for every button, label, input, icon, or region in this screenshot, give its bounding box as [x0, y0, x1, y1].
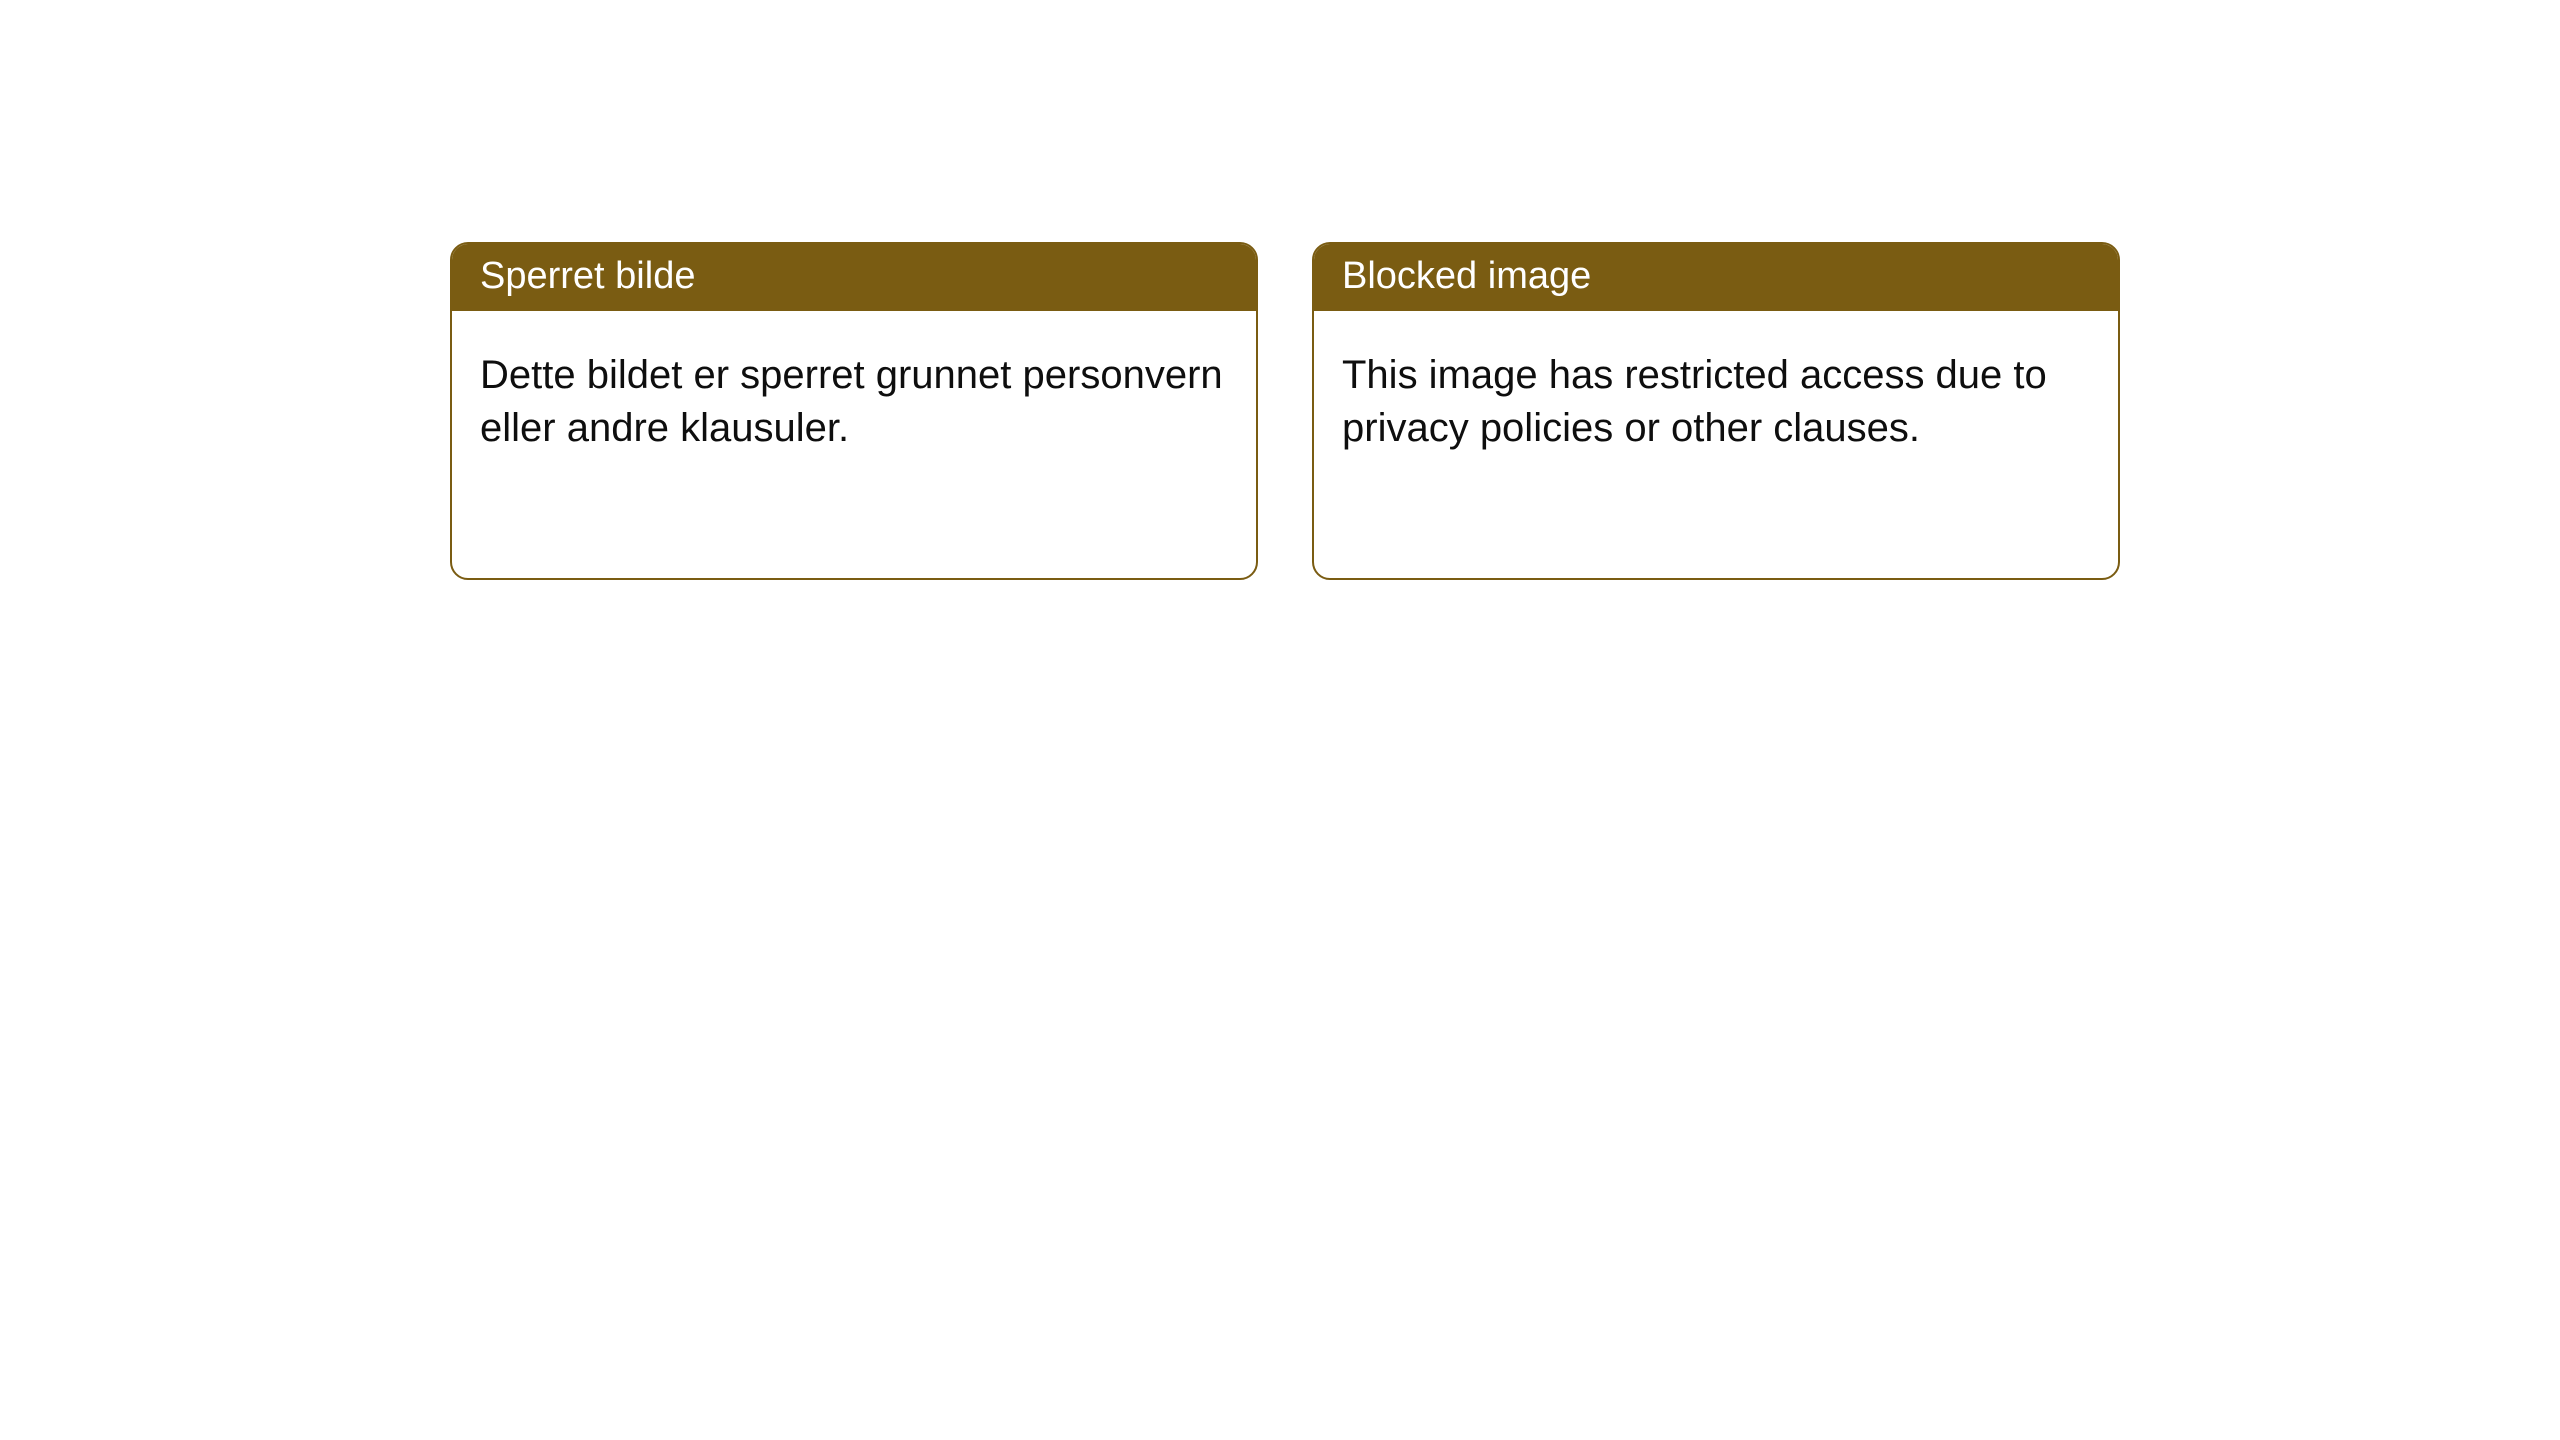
notice-body: Dette bildet er sperret grunnet personve…	[452, 311, 1256, 483]
notice-container: Sperret bilde Dette bildet er sperret gr…	[0, 0, 2560, 580]
notice-card-norwegian: Sperret bilde Dette bildet er sperret gr…	[450, 242, 1258, 580]
notice-body: This image has restricted access due to …	[1314, 311, 2118, 483]
notice-header: Sperret bilde	[452, 244, 1256, 311]
notice-header: Blocked image	[1314, 244, 2118, 311]
notice-card-english: Blocked image This image has restricted …	[1312, 242, 2120, 580]
